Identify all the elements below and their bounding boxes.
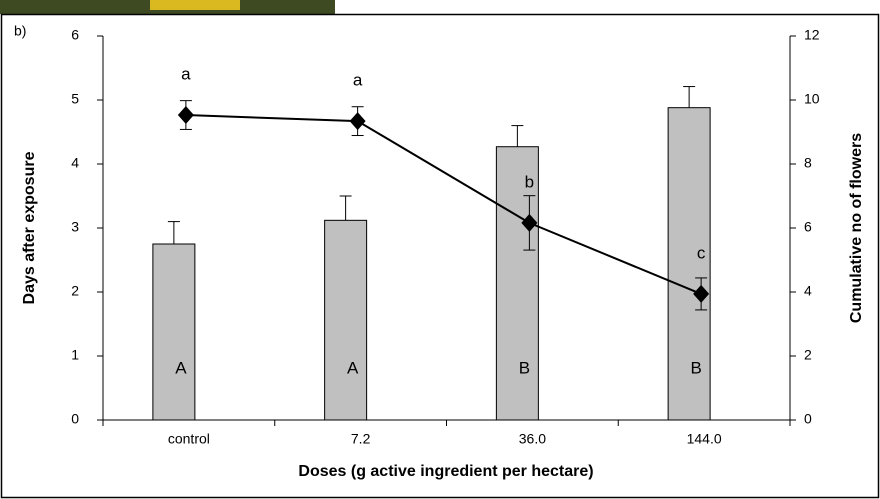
- y2-tick-label: 2: [804, 347, 812, 363]
- y-tick-label: 4: [71, 155, 79, 171]
- bar-letter: A: [175, 358, 187, 377]
- y2-tick-label: 12: [804, 27, 820, 43]
- y-tick-label: 0: [71, 411, 79, 427]
- photo-flower: [150, 0, 240, 10]
- marker: [350, 112, 366, 130]
- x-tick-label: 144.0: [687, 431, 722, 447]
- y-tick-label: 3: [71, 219, 79, 235]
- y-tick-label: 1: [71, 347, 79, 363]
- bar: [325, 220, 367, 420]
- bar-letter: A: [347, 358, 359, 377]
- y2-axis-title: Cumulative no of flowers: [848, 133, 865, 323]
- marker: [178, 106, 194, 124]
- y-tick-label: 6: [71, 27, 79, 43]
- bar: [668, 108, 710, 420]
- y2-tick-label: 4: [804, 283, 812, 299]
- line-letter: b: [525, 172, 534, 191]
- line-letter: a: [353, 71, 363, 90]
- frame: [2, 15, 879, 498]
- line-letter: a: [181, 65, 191, 84]
- bar: [153, 244, 195, 420]
- x-tick-label: control: [168, 431, 210, 447]
- line: [186, 115, 701, 294]
- y2-tick-label: 0: [804, 411, 812, 427]
- x-tick-label: 7.2: [351, 431, 371, 447]
- x-axis-title: Doses (g active ingredient per hectare): [298, 463, 593, 480]
- y2-tick-label: 10: [804, 91, 820, 107]
- bar-letter: B: [690, 358, 701, 377]
- y-tick-label: 2: [71, 283, 79, 299]
- panel-label: b): [14, 23, 26, 39]
- y-tick-label: 5: [71, 91, 79, 107]
- bar-letter: B: [519, 358, 530, 377]
- y2-tick-label: 8: [804, 155, 812, 171]
- x-tick-label: 36.0: [519, 431, 546, 447]
- y-axis-title: Days after exposure: [21, 151, 38, 304]
- y2-tick-label: 6: [804, 219, 812, 235]
- chart: b) Doses (g active ingredient per hectar…: [0, 0, 880, 499]
- line-letter: c: [697, 243, 706, 262]
